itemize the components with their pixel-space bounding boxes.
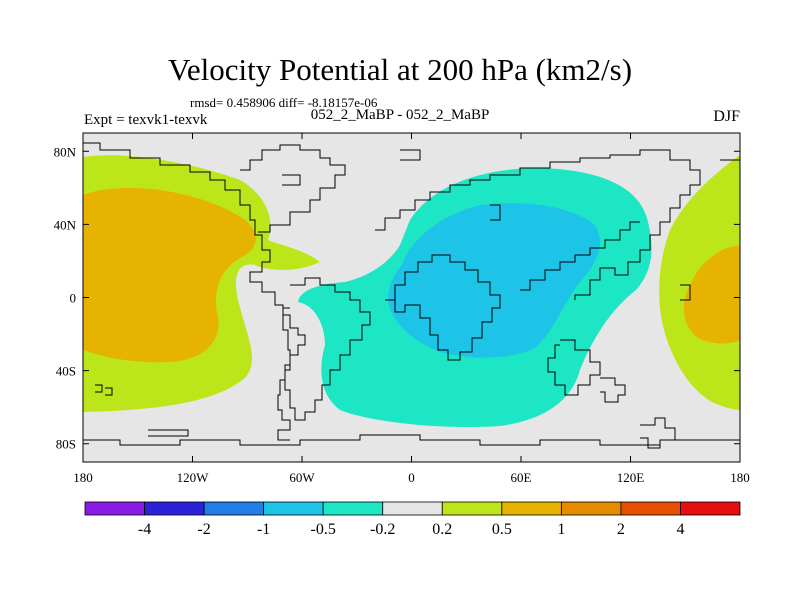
colorbar-swatch (441, 501, 503, 516)
colorbar-label: -2 (197, 521, 210, 538)
lat-tick-label: 80N (54, 144, 77, 159)
colorbar-label: 4 (676, 521, 684, 538)
colorbar-swatch (322, 501, 384, 516)
lon-tick-label: 0 (408, 470, 415, 485)
colorbar-label: 1 (557, 521, 565, 538)
colorbar-swatch (680, 501, 741, 516)
negative-anomaly-strong (388, 203, 601, 358)
colorbar-swatch (501, 501, 562, 516)
colorbar-swatch (620, 501, 681, 516)
colorbar-swatch (560, 501, 622, 516)
lon-tick-label: 180 (730, 470, 750, 485)
colorbar-swatch (382, 501, 443, 516)
experiment-label: Expt = texvk1-texvk (84, 112, 208, 128)
lat-tick-label: 0 (70, 291, 77, 306)
season-label: DJF (713, 108, 740, 125)
continent-outlines (83, 142, 740, 449)
colorbar-swatch (203, 501, 265, 516)
positive-anomaly-east-strong (683, 245, 740, 344)
colorbar-label: 0.2 (432, 521, 452, 538)
colorbar-label: -0.5 (311, 521, 336, 538)
colorbar-swatch (84, 501, 145, 516)
lon-tick-label: 60W (289, 470, 315, 485)
map-plot-area (83, 133, 740, 462)
lon-tick-label: 180 (73, 470, 93, 485)
colorbar: -4 -2 -1 -0.5 -0.2 0.2 0.5 1 2 4 (84, 501, 741, 538)
stats-text: rmsd= 0.458906 diff= -8.18157e-06 (190, 95, 378, 110)
colorbar-swatch (144, 501, 205, 516)
lon-tick-label: 60E (511, 470, 532, 485)
lon-tick-label: 120W (177, 470, 210, 485)
lat-tick-label: 40N (54, 217, 77, 232)
lat-tick-label: 40S (56, 364, 76, 379)
positive-anomaly-west-strong (83, 187, 256, 363)
colorbar-label: -1 (257, 521, 270, 538)
plot-title: Velocity Potential at 200 hPa (km2/s) (167, 52, 633, 87)
colorbar-label: -0.2 (370, 521, 395, 538)
colorbar-label: 2 (617, 521, 625, 538)
longitude-ticks: 180 120W 60W 0 60E 120E 180 (73, 133, 750, 485)
case-pair-label: 052_2_MaBP - 052_2_MaBP (310, 107, 490, 123)
colorbar-label: 0.5 (492, 521, 512, 538)
colorbar-swatch (263, 501, 324, 516)
lon-tick-label: 120E (617, 470, 645, 485)
colorbar-label: -4 (138, 521, 151, 538)
latitude-ticks: 80N 40N 0 40S 80S (54, 144, 740, 452)
lat-tick-label: 80S (56, 437, 76, 452)
